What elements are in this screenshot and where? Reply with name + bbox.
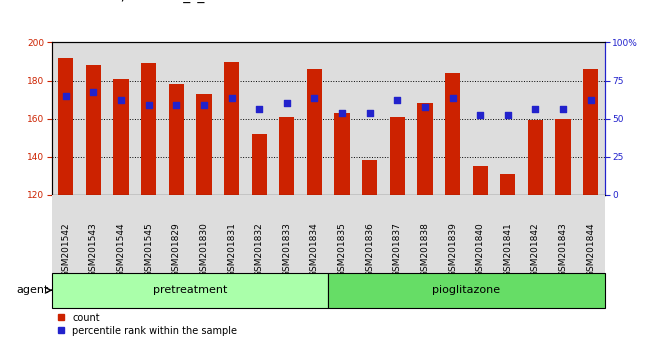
Bar (280, 117, 294, 195)
Point (586, 97, 596, 102)
Point (365, 110, 375, 116)
Bar (500, 174, 515, 195)
Point (144, 102, 154, 108)
Bar (86, 65, 101, 195)
Legend: count, percentile rank within the sample: count, percentile rank within the sample (57, 313, 237, 336)
Bar (196, 94, 211, 195)
Bar (583, 69, 598, 195)
Bar (224, 62, 239, 195)
Point (199, 102, 209, 108)
Point (226, 95, 237, 101)
Text: GDS4132 / 222075_s_at: GDS4132 / 222075_s_at (52, 0, 218, 3)
Point (502, 112, 513, 118)
Bar (445, 73, 460, 195)
Bar (528, 120, 543, 195)
Bar (417, 103, 432, 195)
Bar (390, 117, 405, 195)
Bar (252, 134, 266, 195)
Bar (169, 84, 184, 195)
Point (337, 110, 347, 116)
Point (530, 106, 541, 112)
Point (392, 97, 402, 102)
Bar (556, 119, 571, 195)
Point (309, 95, 320, 101)
Bar (328, 273, 604, 308)
Point (420, 104, 430, 110)
Bar (362, 160, 377, 195)
Text: pioglitazone: pioglitazone (432, 285, 500, 295)
Point (116, 97, 126, 102)
Point (281, 101, 292, 106)
Point (447, 95, 458, 101)
Point (60, 93, 71, 98)
Text: pretreatment: pretreatment (153, 285, 228, 295)
Bar (307, 69, 322, 195)
Bar (473, 166, 488, 195)
Bar (114, 79, 129, 195)
Point (558, 106, 568, 112)
Point (171, 102, 181, 108)
Point (254, 106, 265, 112)
Bar (52, 273, 328, 308)
Bar (58, 58, 73, 195)
Point (475, 112, 486, 118)
Bar (141, 63, 156, 195)
Point (88, 89, 99, 95)
Bar (335, 113, 350, 195)
Text: agent: agent (16, 285, 49, 295)
